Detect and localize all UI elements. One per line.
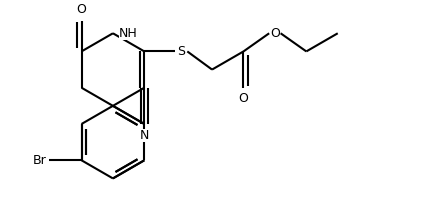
- Text: N: N: [140, 129, 149, 142]
- Text: O: O: [270, 27, 280, 40]
- Text: NH: NH: [118, 27, 138, 40]
- Text: S: S: [177, 45, 184, 58]
- Text: O: O: [76, 3, 86, 16]
- Text: O: O: [239, 92, 248, 106]
- Text: Br: Br: [33, 154, 47, 167]
